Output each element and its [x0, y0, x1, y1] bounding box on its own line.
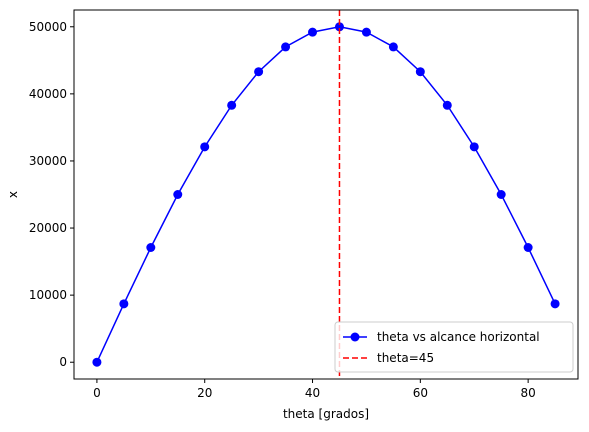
plot-area-frame: [73, 9, 579, 380]
y-tick-label: 30000: [29, 154, 67, 168]
y-tick-label: 10000: [29, 288, 67, 302]
x-tick-label: 20: [197, 386, 212, 400]
data-point: [281, 42, 291, 52]
legend-series-marker: [350, 332, 360, 342]
data-point: [227, 100, 237, 110]
data-point: [119, 299, 129, 309]
data-point: [254, 67, 264, 77]
legend-reference-label: theta=45: [377, 351, 434, 365]
x-tick-label: 60: [413, 386, 428, 400]
legend-series-label: theta vs alcance horizontal: [377, 330, 540, 344]
x-tick-label: 0: [93, 386, 101, 400]
data-point: [334, 22, 344, 32]
data-point: [469, 142, 479, 152]
data-point: [415, 67, 425, 77]
data-point: [388, 42, 398, 52]
data-point: [361, 27, 371, 37]
data-point: [523, 243, 533, 253]
data-point: [200, 142, 210, 152]
data-point: [550, 299, 560, 309]
data-point: [92, 357, 102, 367]
y-tick-label: 0: [59, 355, 67, 369]
x-tick-label: 80: [520, 386, 535, 400]
y-tick-label: 20000: [29, 221, 67, 235]
x-axis-label: theta [grados]: [283, 407, 369, 421]
data-point: [496, 190, 506, 199]
axis-ticks: 0 20 40 60 80 0 10000 20000 30000 40000 50000: [29, 20, 536, 400]
y-tick-label: 40000: [29, 87, 67, 101]
data-point: [146, 243, 156, 253]
data-point: [308, 27, 318, 37]
data-point: [173, 190, 183, 199]
series-layer: [92, 22, 560, 367]
legend-box: [334, 321, 574, 373]
legend: theta vs alcance horizontal theta=45: [334, 321, 574, 373]
y-axis-label: x: [6, 191, 20, 198]
y-tick-label: 50000: [29, 20, 67, 34]
series-line: [96, 26, 556, 363]
x-tick-label: 40: [305, 386, 320, 400]
data-point: [442, 100, 452, 110]
